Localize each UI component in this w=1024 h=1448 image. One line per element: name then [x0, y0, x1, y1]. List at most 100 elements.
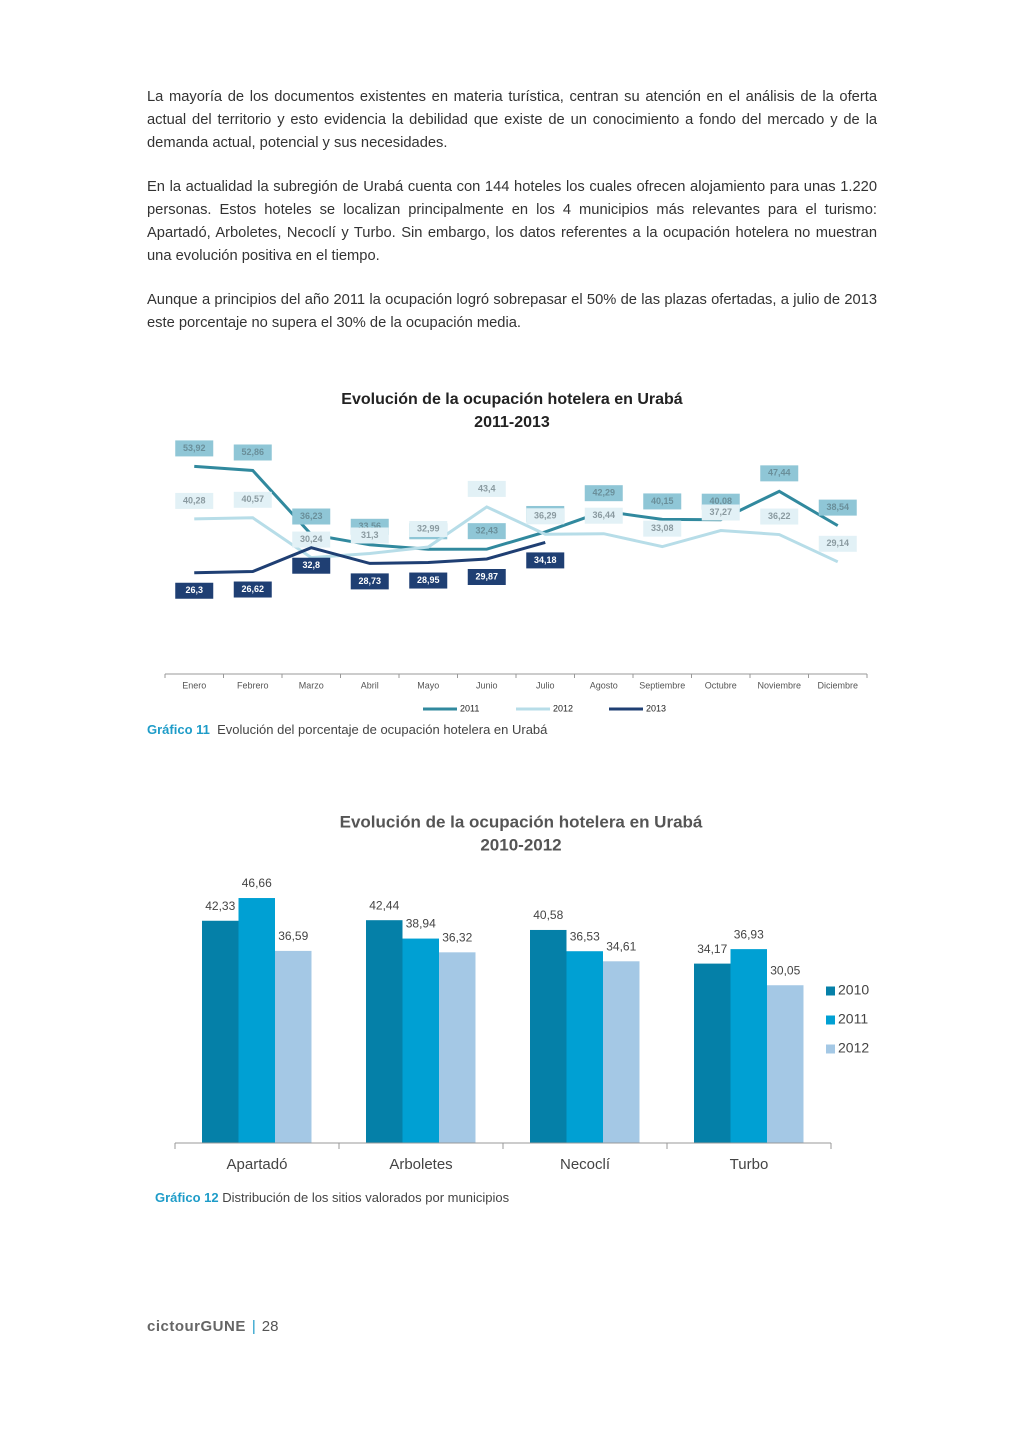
x-tick-label: Marzo	[299, 680, 324, 690]
x-tick-label: Julio	[536, 680, 555, 690]
paragraph: En la actualidad la subregión de Urabá c…	[147, 179, 877, 264]
separator: |	[251, 1318, 256, 1335]
data-label-box	[350, 527, 389, 544]
data-label: 36,53	[570, 929, 600, 943]
page-number: 28	[261, 1318, 279, 1335]
data-label: 33,56	[358, 521, 381, 531]
x-tick-label: Noviembre	[757, 680, 801, 690]
data-label: 46,66	[242, 876, 272, 890]
legend-label: 2011	[838, 1011, 868, 1027]
data-label: 40,57	[241, 494, 264, 504]
x-tick-label: Octubre	[705, 680, 737, 690]
bar	[530, 929, 567, 1143]
data-label-box	[409, 572, 448, 589]
data-label-box	[292, 508, 331, 525]
legend-label: 2013	[646, 703, 666, 713]
data-label: 37,27	[709, 507, 732, 517]
data-label-box	[467, 569, 506, 586]
data-label-box	[233, 444, 272, 461]
data-label: 28,73	[358, 576, 381, 586]
data-label-box	[175, 440, 214, 457]
data-label: 26,3	[185, 585, 203, 595]
x-tick-label: Necoclí	[560, 1156, 611, 1173]
data-label-box	[760, 465, 799, 482]
data-label: 36,59	[278, 929, 308, 943]
data-label: 52,86	[241, 447, 264, 457]
caption-text: Evolución del porcentaje de ocupación ho…	[217, 722, 548, 737]
bar	[202, 920, 239, 1143]
legend-swatch	[826, 1044, 835, 1054]
paragraph: Aunque a principios del año 2011 la ocup…	[147, 292, 877, 331]
bar	[238, 898, 275, 1143]
paragraph: La mayoría de los documentos existentes …	[147, 89, 877, 151]
chart-subtitle: 2011-2013	[474, 414, 550, 431]
brand: cictourGUNE	[147, 1318, 246, 1335]
footer: cictourGUNE | 28	[147, 1318, 278, 1335]
data-label-box	[818, 535, 857, 552]
data-label: 38,54	[826, 502, 849, 512]
data-label: 29,14	[826, 538, 849, 548]
data-label-box	[584, 507, 623, 524]
data-label: 33,08	[651, 523, 674, 533]
data-label: 32,43	[475, 526, 498, 536]
data-label: 36,22	[768, 511, 791, 521]
data-label-box	[292, 531, 331, 548]
data-label-box	[643, 493, 682, 510]
data-label-box	[175, 582, 214, 599]
data-label: 26,62	[241, 584, 264, 594]
x-tick-label: Agosto	[590, 680, 618, 690]
bar	[275, 950, 312, 1143]
data-label: 47,44	[768, 468, 791, 478]
data-label: 40,15	[651, 496, 674, 506]
x-tick-label: Apartadó	[227, 1156, 288, 1173]
bar	[402, 938, 439, 1143]
bar	[767, 985, 804, 1143]
legend-label: 2012	[838, 1040, 869, 1056]
chart-title: Evolución de la ocupación hotelera en Ur…	[340, 812, 703, 831]
legend-label: 2012	[553, 703, 573, 713]
data-label: 36,32	[442, 930, 472, 944]
data-label: 30,24	[300, 534, 323, 544]
x-tick-label: Febrero	[237, 680, 269, 690]
x-tick-label: Junio	[476, 680, 498, 690]
data-label: 32,99	[417, 523, 440, 533]
x-tick-label: Abril	[361, 680, 379, 690]
data-label-box	[760, 508, 799, 525]
data-label-box	[409, 520, 448, 537]
bar	[566, 951, 603, 1143]
x-tick-label: Diciembre	[817, 680, 858, 690]
data-label-box	[643, 520, 682, 537]
data-label: 31,3	[361, 530, 379, 540]
data-label-box	[233, 491, 272, 508]
bar	[366, 920, 403, 1143]
data-label: 40,08	[709, 496, 732, 506]
chart-title: Evolución de la ocupación hotelera en Ur…	[341, 391, 683, 408]
data-label-box	[350, 573, 389, 590]
data-label: 40,58	[533, 908, 563, 922]
data-label-box	[233, 581, 272, 598]
legend-swatch	[826, 1015, 835, 1025]
x-tick-label: Mayo	[417, 680, 439, 690]
data-label: 43,4	[478, 483, 496, 493]
caption-text: Distribución de los sitios valorados por…	[222, 1190, 510, 1205]
data-label-box	[818, 499, 857, 516]
legend-label: 2011	[460, 703, 479, 713]
data-label-box	[292, 557, 331, 574]
caption-label: Gráfico 12	[155, 1190, 219, 1205]
data-label: 28,95	[417, 575, 440, 585]
data-label: 34,61	[606, 939, 636, 953]
data-label-box	[467, 523, 506, 540]
x-tick-label: Septiembre	[639, 680, 685, 690]
data-label: 53,92	[183, 443, 206, 453]
data-label-box	[701, 504, 740, 521]
data-label-box	[467, 480, 506, 497]
bar	[603, 961, 640, 1143]
data-label: 29,87	[475, 571, 498, 581]
legend-swatch	[826, 986, 835, 996]
data-label: 42,29	[592, 488, 615, 498]
x-tick-label: Enero	[182, 680, 206, 690]
data-label: 42,33	[205, 899, 235, 913]
data-label: 32,8	[302, 560, 320, 570]
